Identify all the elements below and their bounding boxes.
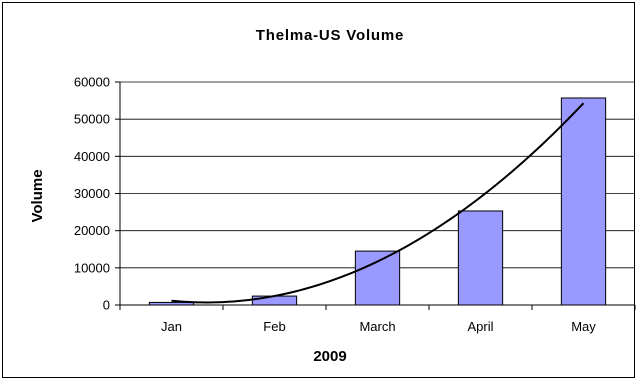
- bar: [354, 250, 401, 306]
- y-tick-label: 60000: [74, 75, 110, 90]
- y-axis-label: Volume: [29, 169, 46, 222]
- x-tick-label: April: [467, 319, 493, 334]
- chart-title: Thelma-US Volume: [256, 27, 404, 44]
- y-tick-label: 30000: [74, 186, 110, 201]
- bar: [457, 210, 504, 306]
- chart-frame: [2, 2, 635, 378]
- trendline: [171, 102, 585, 304]
- y-tick-label: 0: [103, 298, 110, 313]
- axes: [119, 82, 636, 310]
- x-axis-label: 2009: [313, 348, 346, 365]
- y-tick-label: 40000: [74, 149, 110, 164]
- gridlines: [115, 81, 635, 306]
- x-tick-label: Feb: [263, 319, 285, 334]
- trendline-path: [171, 102, 585, 304]
- bar: [251, 295, 298, 306]
- y-tick-labels: 0 10000 20000 30000 40000 50000 60000: [74, 75, 110, 313]
- x-tick-label: Jan: [161, 319, 182, 334]
- bar: [560, 97, 607, 306]
- x-tick-label: May: [571, 319, 596, 334]
- bars: [148, 97, 607, 306]
- y-tick-label: 20000: [74, 223, 110, 238]
- y-tick-label: 10000: [74, 260, 110, 275]
- y-tick-label: 50000: [74, 112, 110, 127]
- x-tick-label: March: [359, 319, 395, 334]
- x-tick-labels: Jan Feb March April May: [161, 319, 596, 334]
